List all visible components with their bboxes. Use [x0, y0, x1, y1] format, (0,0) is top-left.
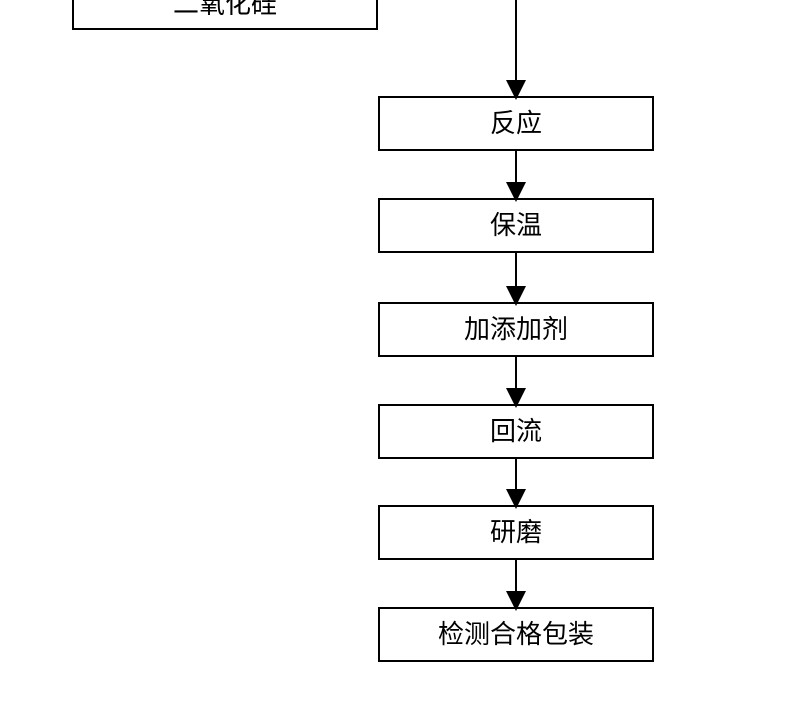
node-insulation-label: 保温 — [490, 208, 542, 243]
flowchart-node-insulation: 保温 — [378, 198, 654, 253]
flowchart-node-reaction: 反应 — [378, 96, 654, 151]
node-input-line2: 二氧化硅 — [173, 0, 277, 22]
flowchart-node-packaging: 检测合格包装 — [378, 607, 654, 662]
node-additive-label: 加添加剂 — [464, 312, 568, 347]
node-grinding-label: 研磨 — [490, 515, 542, 550]
node-packaging-label: 检测合格包装 — [438, 617, 594, 652]
flowchart-node-input: 合成酯类油 二氧化硅 — [72, 0, 378, 30]
flowchart-node-additive: 加添加剂 — [378, 302, 654, 357]
flowchart-node-grinding: 研磨 — [378, 505, 654, 560]
flowchart-edge — [378, 0, 516, 96]
node-reaction-label: 反应 — [490, 106, 542, 141]
flowchart-node-reflux: 回流 — [378, 404, 654, 459]
node-reflux-label: 回流 — [490, 414, 542, 449]
